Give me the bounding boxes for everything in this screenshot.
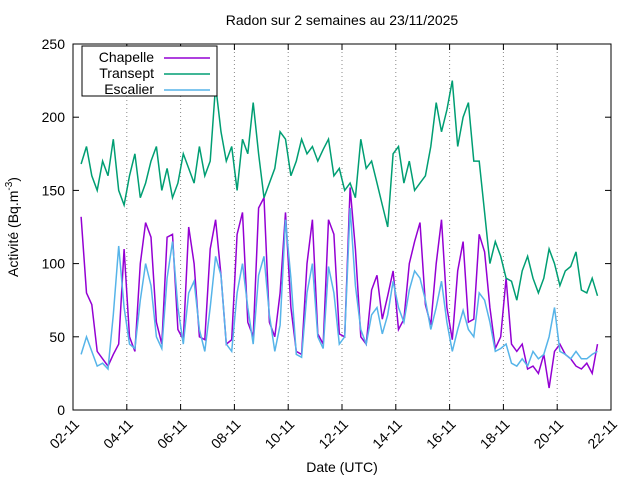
y-tick-label: 0 — [57, 402, 65, 418]
series-layer — [80, 80, 599, 389]
y-axis-label-tail: ) — [5, 177, 21, 182]
y-tick-label: 100 — [42, 256, 66, 272]
y-axis-label-exponent: -3 — [4, 181, 15, 190]
y-tick-label: 250 — [42, 36, 66, 52]
y-axis-label-main: Activité (Bq.m — [5, 191, 21, 277]
legend-label-chapelle: Chapelle — [99, 49, 154, 65]
plot-frame — [72, 43, 612, 411]
series-line-transept — [80, 80, 599, 301]
y-tick-label: 50 — [49, 329, 65, 345]
chart-title: Radon sur 2 semaines au 23/11/2025 — [226, 12, 459, 28]
x-tick-label: 18-11 — [477, 416, 513, 452]
x-tick-label: 14-11 — [369, 416, 405, 452]
x-tick-label: 22-11 — [584, 416, 620, 452]
legend-box — [81, 45, 218, 97]
x-axis-label: Date (UTC) — [306, 459, 378, 475]
vertical-grid — [126, 44, 558, 410]
x-tick-label: 16-11 — [423, 416, 459, 452]
x-tick-label: 06-11 — [154, 416, 190, 452]
series-line-escalier — [80, 207, 598, 371]
x-tick-label: 10-11 — [261, 416, 297, 452]
x-tick-label: 20-11 — [530, 416, 566, 452]
x-tick-label: 08-11 — [208, 416, 244, 452]
y-tick-label: 150 — [42, 182, 66, 198]
legend-label-escalier: Escalier — [104, 81, 154, 97]
y-axis: 0 50 100 150 200 250 — [42, 36, 611, 418]
x-tick-label: 02-11 — [46, 416, 82, 452]
series-line-chapelle — [80, 187, 599, 389]
x-tick-label: 12-11 — [315, 416, 351, 452]
legend-label-transept: Transept — [99, 65, 154, 81]
y-axis-label: Activité (Bq.m-3) — [4, 177, 21, 277]
x-tick-label: 04-11 — [100, 416, 136, 452]
y-tick-label: 200 — [42, 109, 66, 125]
x-axis: 02-11 04-11 06-11 08-11 10-11 12-11 14-11 16-11… — [46, 44, 620, 452]
